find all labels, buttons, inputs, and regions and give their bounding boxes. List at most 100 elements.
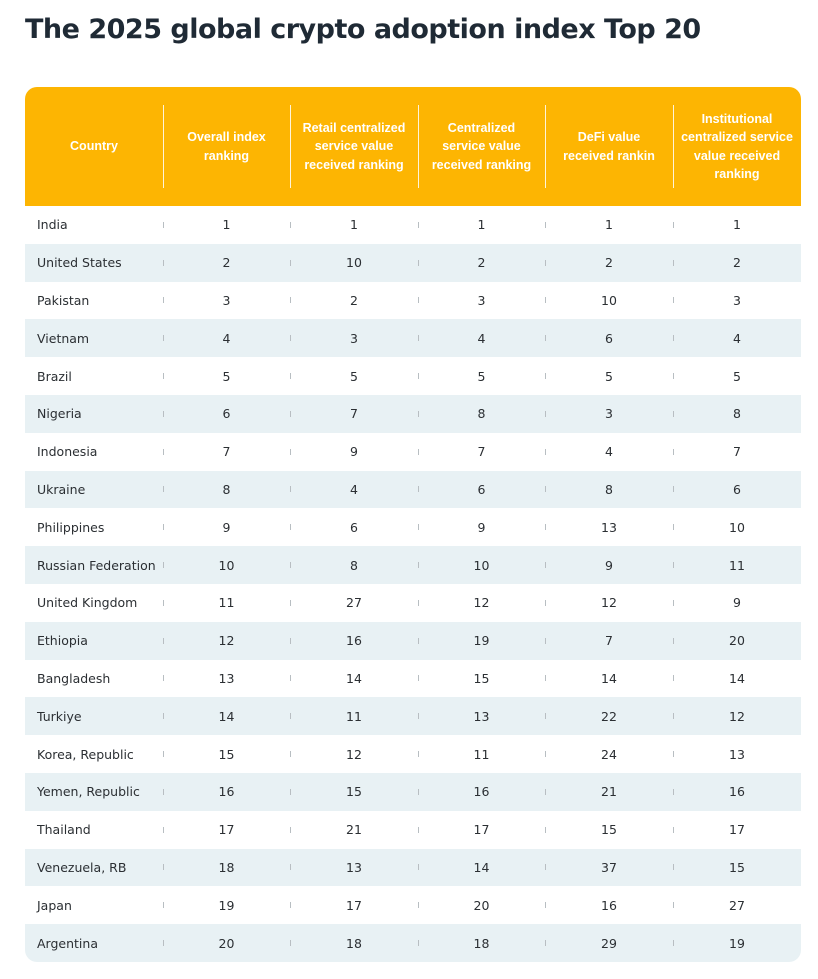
cell-overall-index-ranking: 8 — [163, 471, 290, 509]
cell-defi-ranking: 29 — [545, 924, 673, 962]
cell-centralized-ranking: 17 — [418, 811, 545, 849]
cell-country: Brazil — [37, 368, 72, 384]
column-header-centralized-ranking: Centralized service value received ranki… — [418, 87, 545, 206]
cell-defi-ranking: 4 — [545, 433, 673, 471]
cell-retail-centralized-ranking: 4 — [290, 471, 418, 509]
cell-overall-index-ranking: 18 — [163, 849, 290, 887]
table-row: Brazil 5 5 5 5 5 — [25, 357, 801, 395]
cell-overall-index-ranking: 16 — [163, 773, 290, 811]
cell-retail-centralized-ranking: 13 — [290, 849, 418, 887]
cell-retail-centralized-ranking: 3 — [290, 319, 418, 357]
cell-retail-centralized-ranking: 9 — [290, 433, 418, 471]
cell-institutional-ranking: 10 — [673, 508, 801, 546]
column-header-country: Country — [70, 139, 118, 154]
cell-overall-index-ranking: 15 — [163, 735, 290, 773]
cell-retail-centralized-ranking: 11 — [290, 697, 418, 735]
cell-institutional-ranking: 7 — [673, 433, 801, 471]
cell-defi-ranking: 21 — [545, 773, 673, 811]
cell-centralized-ranking: 10 — [418, 546, 545, 584]
cell-centralized-ranking: 18 — [418, 924, 545, 962]
cell-overall-index-ranking: 9 — [163, 508, 290, 546]
cell-country: United Kingdom — [37, 595, 138, 611]
cell-institutional-ranking: 17 — [673, 811, 801, 849]
cell-defi-ranking: 12 — [545, 584, 673, 622]
table-row: Yemen, Republic 16 15 16 21 16 — [25, 772, 801, 811]
cell-country: India — [37, 217, 68, 233]
cell-centralized-ranking: 5 — [418, 357, 545, 395]
table-row: Vietnam 4 3 4 6 4 — [25, 319, 801, 358]
cell-retail-centralized-ranking: 6 — [290, 508, 418, 546]
cell-defi-ranking: 14 — [545, 660, 673, 698]
cell-institutional-ranking: 8 — [673, 395, 801, 433]
cell-centralized-ranking: 13 — [418, 697, 545, 735]
cell-retail-centralized-ranking: 10 — [290, 244, 418, 282]
cell-defi-ranking: 24 — [545, 735, 673, 773]
table-row: Korea, Republic 15 12 11 24 13 — [25, 735, 801, 773]
cell-institutional-ranking: 27 — [673, 886, 801, 924]
cell-institutional-ranking: 9 — [673, 584, 801, 622]
cell-retail-centralized-ranking: 18 — [290, 924, 418, 962]
cell-defi-ranking: 8 — [545, 471, 673, 509]
table-row: Bangladesh 13 14 15 14 14 — [25, 660, 801, 698]
cell-overall-index-ranking: 10 — [163, 546, 290, 584]
cell-country: Ethiopia — [37, 633, 88, 649]
table-row: Pakistan 3 2 3 10 3 — [25, 282, 801, 320]
cell-centralized-ranking: 20 — [418, 886, 545, 924]
cell-country: Bangladesh — [37, 670, 111, 686]
cell-defi-ranking: 2 — [545, 244, 673, 282]
table-row: Japan 19 17 20 16 27 — [25, 886, 801, 924]
cell-defi-ranking: 15 — [545, 811, 673, 849]
cell-centralized-ranking: 12 — [418, 584, 545, 622]
cell-overall-index-ranking: 13 — [163, 660, 290, 698]
cell-defi-ranking: 16 — [545, 886, 673, 924]
cell-country: Vietnam — [37, 330, 90, 346]
table-row: Nigeria 6 7 8 3 8 — [25, 394, 801, 433]
cell-retail-centralized-ranking: 7 — [290, 395, 418, 433]
cell-overall-index-ranking: 6 — [163, 395, 290, 433]
cell-country: Yemen, Republic — [37, 784, 140, 800]
cell-institutional-ranking: 13 — [673, 735, 801, 773]
cell-overall-index-ranking: 3 — [163, 282, 290, 320]
cell-overall-index-ranking: 7 — [163, 433, 290, 471]
cell-centralized-ranking: 16 — [418, 773, 545, 811]
cell-retail-centralized-ranking: 15 — [290, 773, 418, 811]
cell-centralized-ranking: 9 — [418, 508, 545, 546]
cell-overall-index-ranking: 17 — [163, 811, 290, 849]
cell-defi-ranking: 3 — [545, 395, 673, 433]
cell-overall-index-ranking: 4 — [163, 319, 290, 357]
cell-overall-index-ranking: 20 — [163, 924, 290, 962]
cell-institutional-ranking: 16 — [673, 773, 801, 811]
column-header-retail-centralized-ranking: Retail centralized service value receive… — [290, 87, 418, 206]
table-row: Argentina 20 18 18 29 19 — [25, 924, 801, 962]
cell-institutional-ranking: 19 — [673, 924, 801, 962]
cell-retail-centralized-ranking: 17 — [290, 886, 418, 924]
cell-defi-ranking: 13 — [545, 508, 673, 546]
cell-overall-index-ranking: 1 — [163, 206, 290, 244]
cell-defi-ranking: 5 — [545, 357, 673, 395]
cell-overall-index-ranking: 14 — [163, 697, 290, 735]
table-header: Country Overall index ranking Retail cen… — [25, 87, 801, 206]
cell-retail-centralized-ranking: 1 — [290, 206, 418, 244]
cell-country: Ukraine — [37, 481, 86, 497]
table-row: Ukraine 8 4 6 8 6 — [25, 470, 801, 509]
cell-defi-ranking: 9 — [545, 546, 673, 584]
table-row: United States 2 10 2 2 2 — [25, 243, 801, 282]
cell-country: Japan — [37, 897, 72, 913]
cell-country: Turkiye — [37, 708, 82, 724]
table-row: Venezuela, RB 18 13 14 37 15 — [25, 848, 801, 887]
cell-centralized-ranking: 15 — [418, 660, 545, 698]
cell-institutional-ranking: 2 — [673, 244, 801, 282]
cell-country: Russian Federation — [37, 557, 156, 573]
cell-institutional-ranking: 15 — [673, 849, 801, 887]
cell-centralized-ranking: 8 — [418, 395, 545, 433]
cell-country: United States — [37, 255, 122, 271]
table-row: Turkiye 14 11 13 22 12 — [25, 697, 801, 736]
cell-centralized-ranking: 14 — [418, 849, 545, 887]
cell-retail-centralized-ranking: 8 — [290, 546, 418, 584]
cell-centralized-ranking: 11 — [418, 735, 545, 773]
cell-centralized-ranking: 4 — [418, 319, 545, 357]
cell-retail-centralized-ranking: 21 — [290, 811, 418, 849]
cell-retail-centralized-ranking: 5 — [290, 357, 418, 395]
cell-overall-index-ranking: 11 — [163, 584, 290, 622]
cell-centralized-ranking: 3 — [418, 282, 545, 320]
